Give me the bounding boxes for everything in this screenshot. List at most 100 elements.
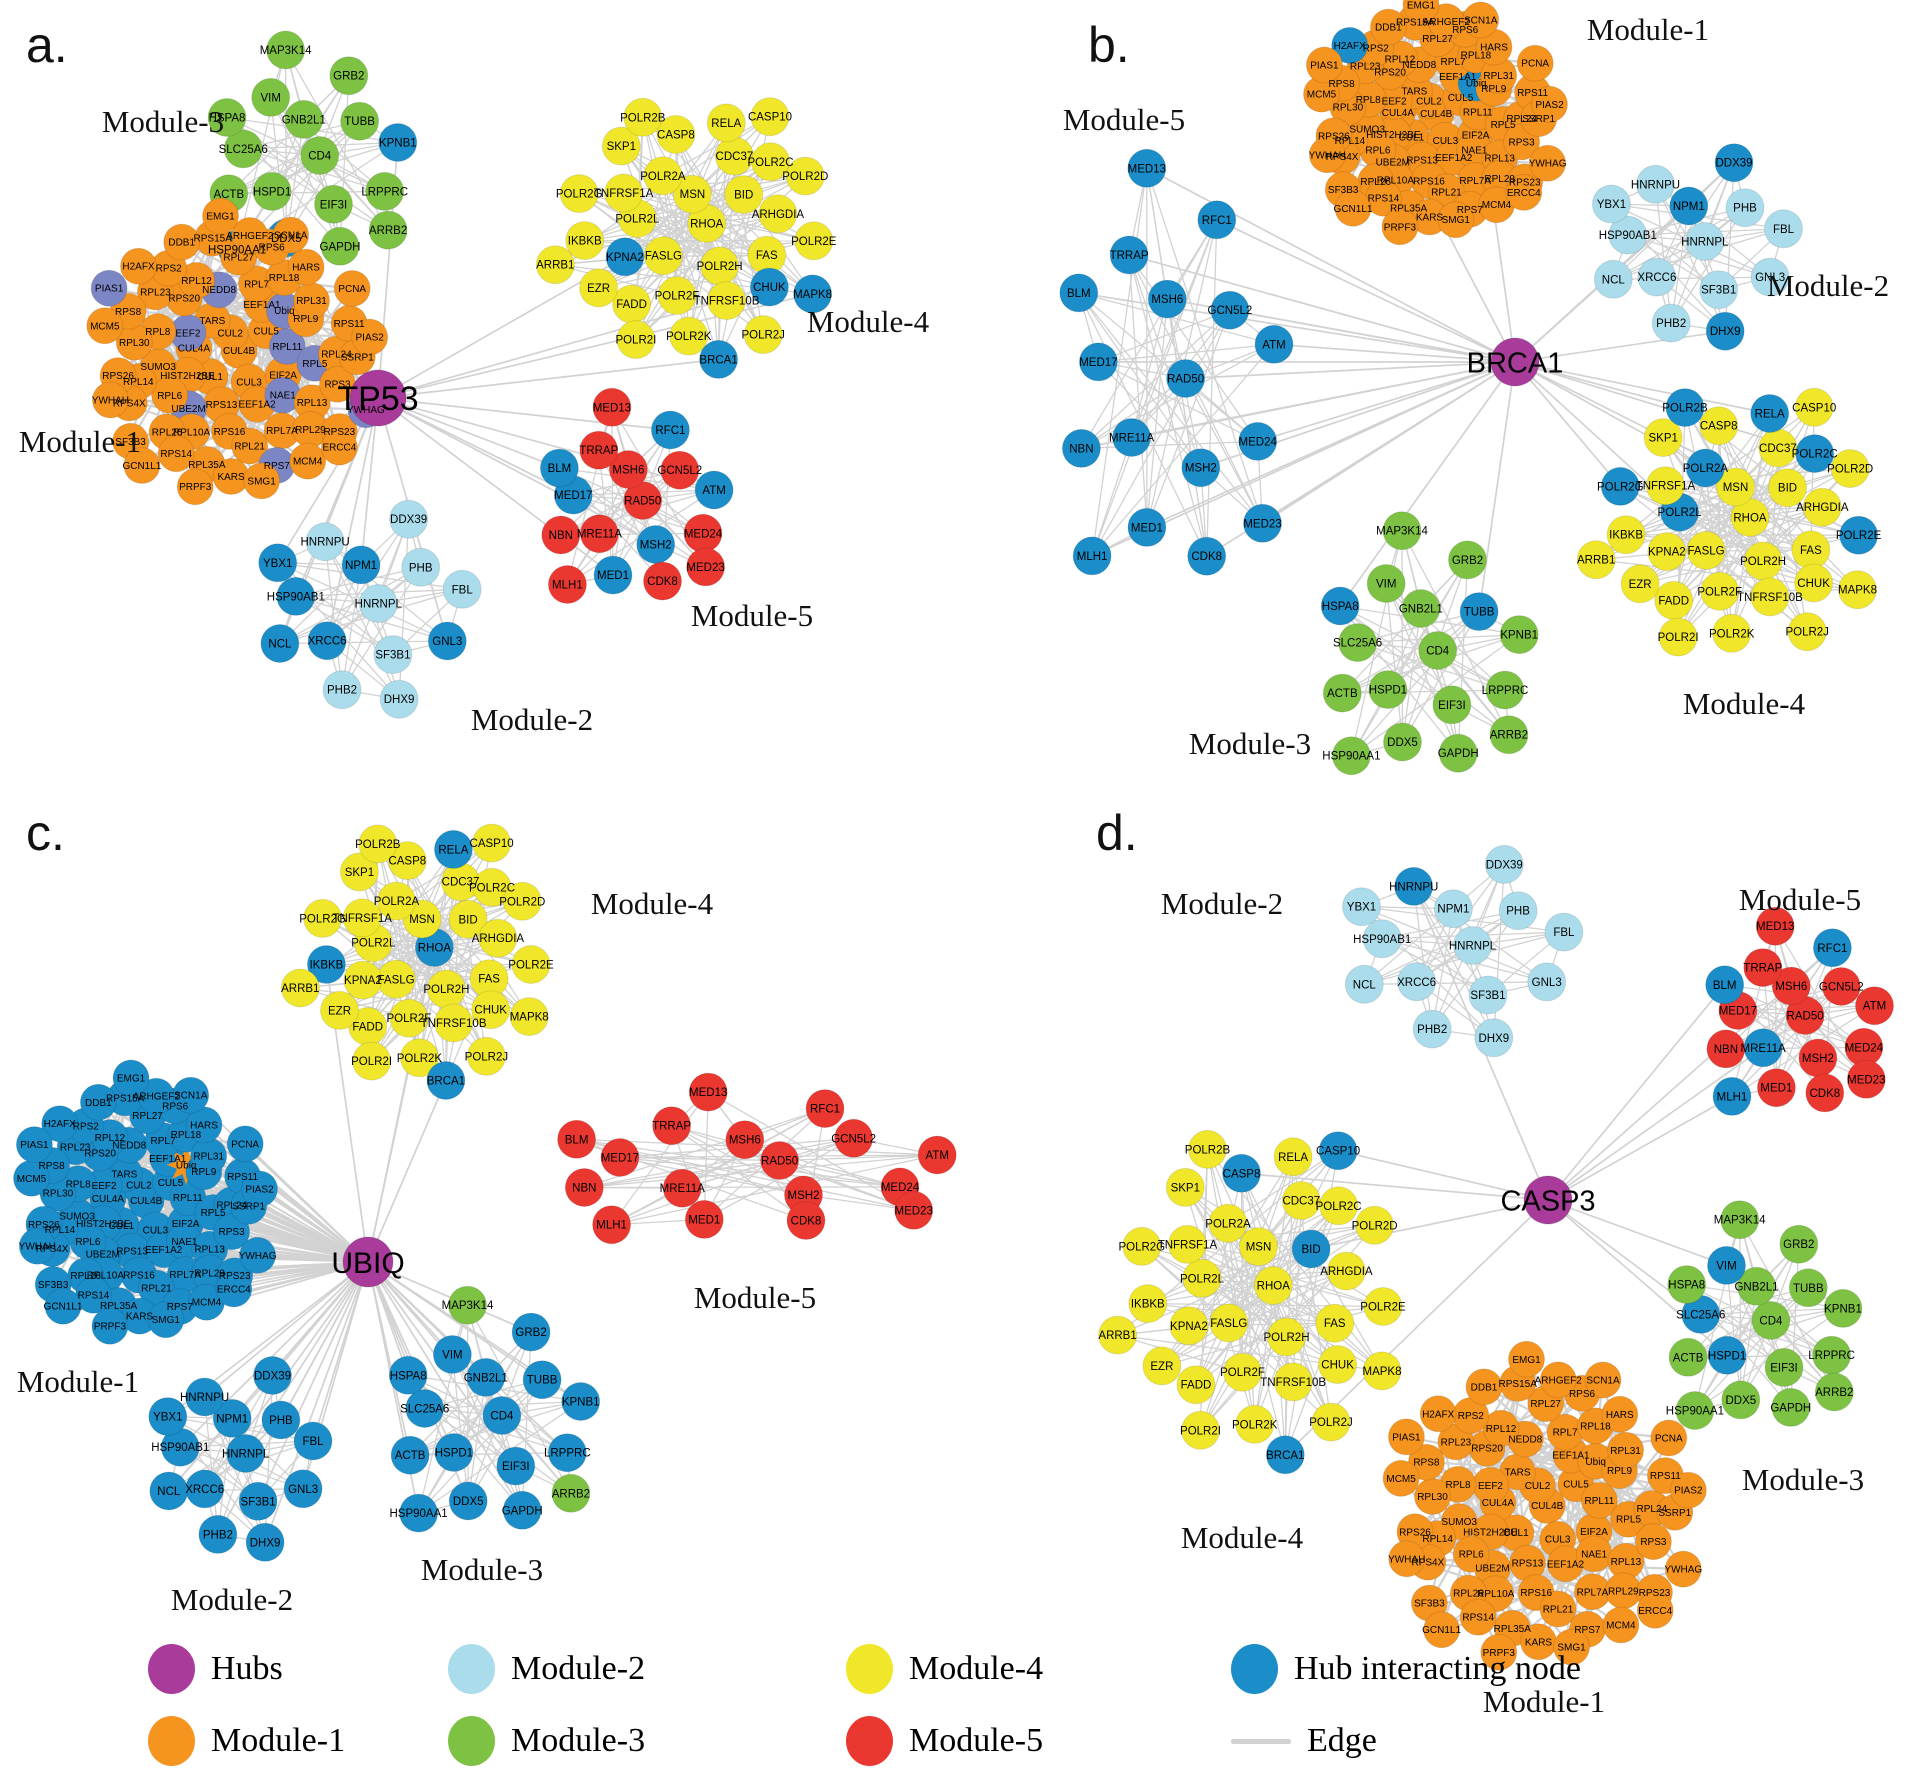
- node-polr2c[interactable]: [1795, 434, 1835, 474]
- node-polr2j[interactable]: [1311, 1402, 1351, 1442]
- node-arhgdia[interactable]: [758, 194, 798, 234]
- node-lrpprc[interactable]: [547, 1433, 587, 1473]
- node-hspa8[interactable]: [1320, 586, 1360, 626]
- node-eif3i[interactable]: [314, 184, 353, 224]
- node-actb[interactable]: [1322, 673, 1362, 713]
- node-smg1[interactable]: [243, 462, 281, 500]
- node-pias1[interactable]: [1305, 46, 1343, 84]
- node-faslg[interactable]: [643, 236, 683, 276]
- node-msh6[interactable]: [1147, 279, 1187, 319]
- node-ncl[interactable]: [260, 624, 300, 663]
- node-gnb2l1[interactable]: [1401, 589, 1441, 628]
- node-kpna2[interactable]: [1169, 1306, 1209, 1346]
- node-emg1[interactable]: [1402, 0, 1440, 24]
- node-mapk8[interactable]: [1838, 570, 1877, 610]
- node-polr2e[interactable]: [1839, 515, 1879, 555]
- node-rfc1[interactable]: [1812, 928, 1852, 968]
- node-casp10[interactable]: [472, 823, 512, 863]
- node-xrcc6[interactable]: [1637, 257, 1677, 297]
- node-h2afx[interactable]: [41, 1105, 79, 1143]
- node-rps14[interactable]: [157, 435, 195, 473]
- node-h2afx[interactable]: [1419, 1395, 1457, 1433]
- node-dhx9[interactable]: [1474, 1018, 1514, 1058]
- node-ercc4[interactable]: [215, 1270, 253, 1308]
- node-med17[interactable]: [600, 1138, 640, 1177]
- node-ddx39[interactable]: [1484, 844, 1524, 884]
- node-tnfrsf10b[interactable]: [707, 281, 746, 321]
- node-gcn5l2[interactable]: [834, 1118, 874, 1158]
- node-sf3b1[interactable]: [238, 1481, 278, 1521]
- node-ikbkb[interactable]: [1606, 515, 1646, 555]
- node-fas[interactable]: [1315, 1303, 1355, 1343]
- node-atm[interactable]: [1855, 986, 1894, 1026]
- node-smg1[interactable]: [147, 1301, 185, 1339]
- node-sf3b1[interactable]: [1468, 975, 1508, 1015]
- node-fadd[interactable]: [1176, 1365, 1216, 1405]
- node-ybx1[interactable]: [148, 1397, 188, 1437]
- node-gnl3[interactable]: [283, 1469, 323, 1509]
- node-lrpprc[interactable]: [1485, 670, 1525, 710]
- node-polr2f[interactable]: [1223, 1352, 1262, 1392]
- node-polr2c[interactable]: [1319, 1186, 1359, 1226]
- node-gnb2l1[interactable]: [284, 99, 324, 139]
- node-hspd1[interactable]: [1368, 670, 1408, 710]
- node-polr2a[interactable]: [1685, 448, 1725, 488]
- node-rela[interactable]: [706, 103, 746, 143]
- node-gcn1l1[interactable]: [44, 1287, 82, 1325]
- node-phb2[interactable]: [322, 670, 362, 710]
- node-mcm5[interactable]: [1382, 1459, 1420, 1497]
- node-map3k14[interactable]: [266, 30, 306, 70]
- node-gcn1l1[interactable]: [1334, 189, 1372, 227]
- node-rpl11[interactable]: [1580, 1481, 1618, 1519]
- node-med23[interactable]: [894, 1190, 934, 1230]
- node-polr2d[interactable]: [785, 156, 825, 196]
- node-trrap[interactable]: [1109, 235, 1149, 275]
- node-mapk8[interactable]: [793, 274, 833, 314]
- node-rfc1[interactable]: [650, 410, 690, 450]
- node-ybx1[interactable]: [1342, 887, 1381, 927]
- node-gcn5l2[interactable]: [1821, 967, 1861, 1006]
- node-mapk8[interactable]: [509, 997, 549, 1037]
- node-polr2e[interactable]: [1363, 1287, 1403, 1326]
- node-gcn1l1[interactable]: [1423, 1611, 1461, 1649]
- node-phb[interactable]: [261, 1400, 301, 1440]
- node-gcn5l2[interactable]: [1210, 290, 1250, 330]
- node-gcn1l1[interactable]: [123, 447, 161, 484]
- node-phb[interactable]: [401, 547, 441, 587]
- node-ddx39[interactable]: [1714, 143, 1754, 183]
- node-trrap[interactable]: [1743, 948, 1783, 988]
- node-nbn[interactable]: [1061, 428, 1101, 468]
- node-ikbkb[interactable]: [306, 945, 346, 984]
- node-kpna2[interactable]: [343, 960, 383, 1000]
- node-tnfrsf1a[interactable]: [1167, 1224, 1207, 1264]
- node-med17[interactable]: [1078, 342, 1118, 382]
- node-msh6[interactable]: [1771, 966, 1811, 1006]
- node-casp10[interactable]: [750, 97, 790, 137]
- node-tubb[interactable]: [340, 101, 380, 141]
- node-msh6[interactable]: [725, 1120, 765, 1160]
- node-xrcc6[interactable]: [1397, 962, 1437, 1002]
- node-polr2f[interactable]: [389, 998, 429, 1038]
- node-hsp90aa1[interactable]: [1331, 736, 1371, 776]
- node-kpna2[interactable]: [605, 237, 645, 277]
- node-ybx1[interactable]: [258, 543, 298, 583]
- node-kpnb1[interactable]: [561, 1382, 601, 1421]
- node-ezr[interactable]: [579, 268, 619, 308]
- node-med23[interactable]: [1846, 1059, 1886, 1099]
- node-brca1[interactable]: [426, 1061, 466, 1100]
- node-polr2f[interactable]: [1700, 571, 1740, 611]
- node-gnl3[interactable]: [1750, 257, 1790, 297]
- node-tnfrsf10b[interactable]: [1750, 577, 1790, 617]
- node-arrb2[interactable]: [551, 1473, 591, 1513]
- node-cdk8[interactable]: [1187, 536, 1227, 576]
- node-med23[interactable]: [686, 547, 726, 587]
- node-pias2[interactable]: [351, 318, 389, 356]
- node-polr2l[interactable]: [1182, 1258, 1222, 1298]
- node-polr2k[interactable]: [399, 1038, 439, 1078]
- node-hars[interactable]: [1601, 1395, 1639, 1433]
- node-polr2i[interactable]: [1181, 1410, 1220, 1450]
- node-polr2b[interactable]: [623, 97, 663, 137]
- node-casp8[interactable]: [656, 115, 696, 154]
- node-cdc37[interactable]: [1281, 1181, 1321, 1221]
- node-cd4[interactable]: [482, 1396, 522, 1435]
